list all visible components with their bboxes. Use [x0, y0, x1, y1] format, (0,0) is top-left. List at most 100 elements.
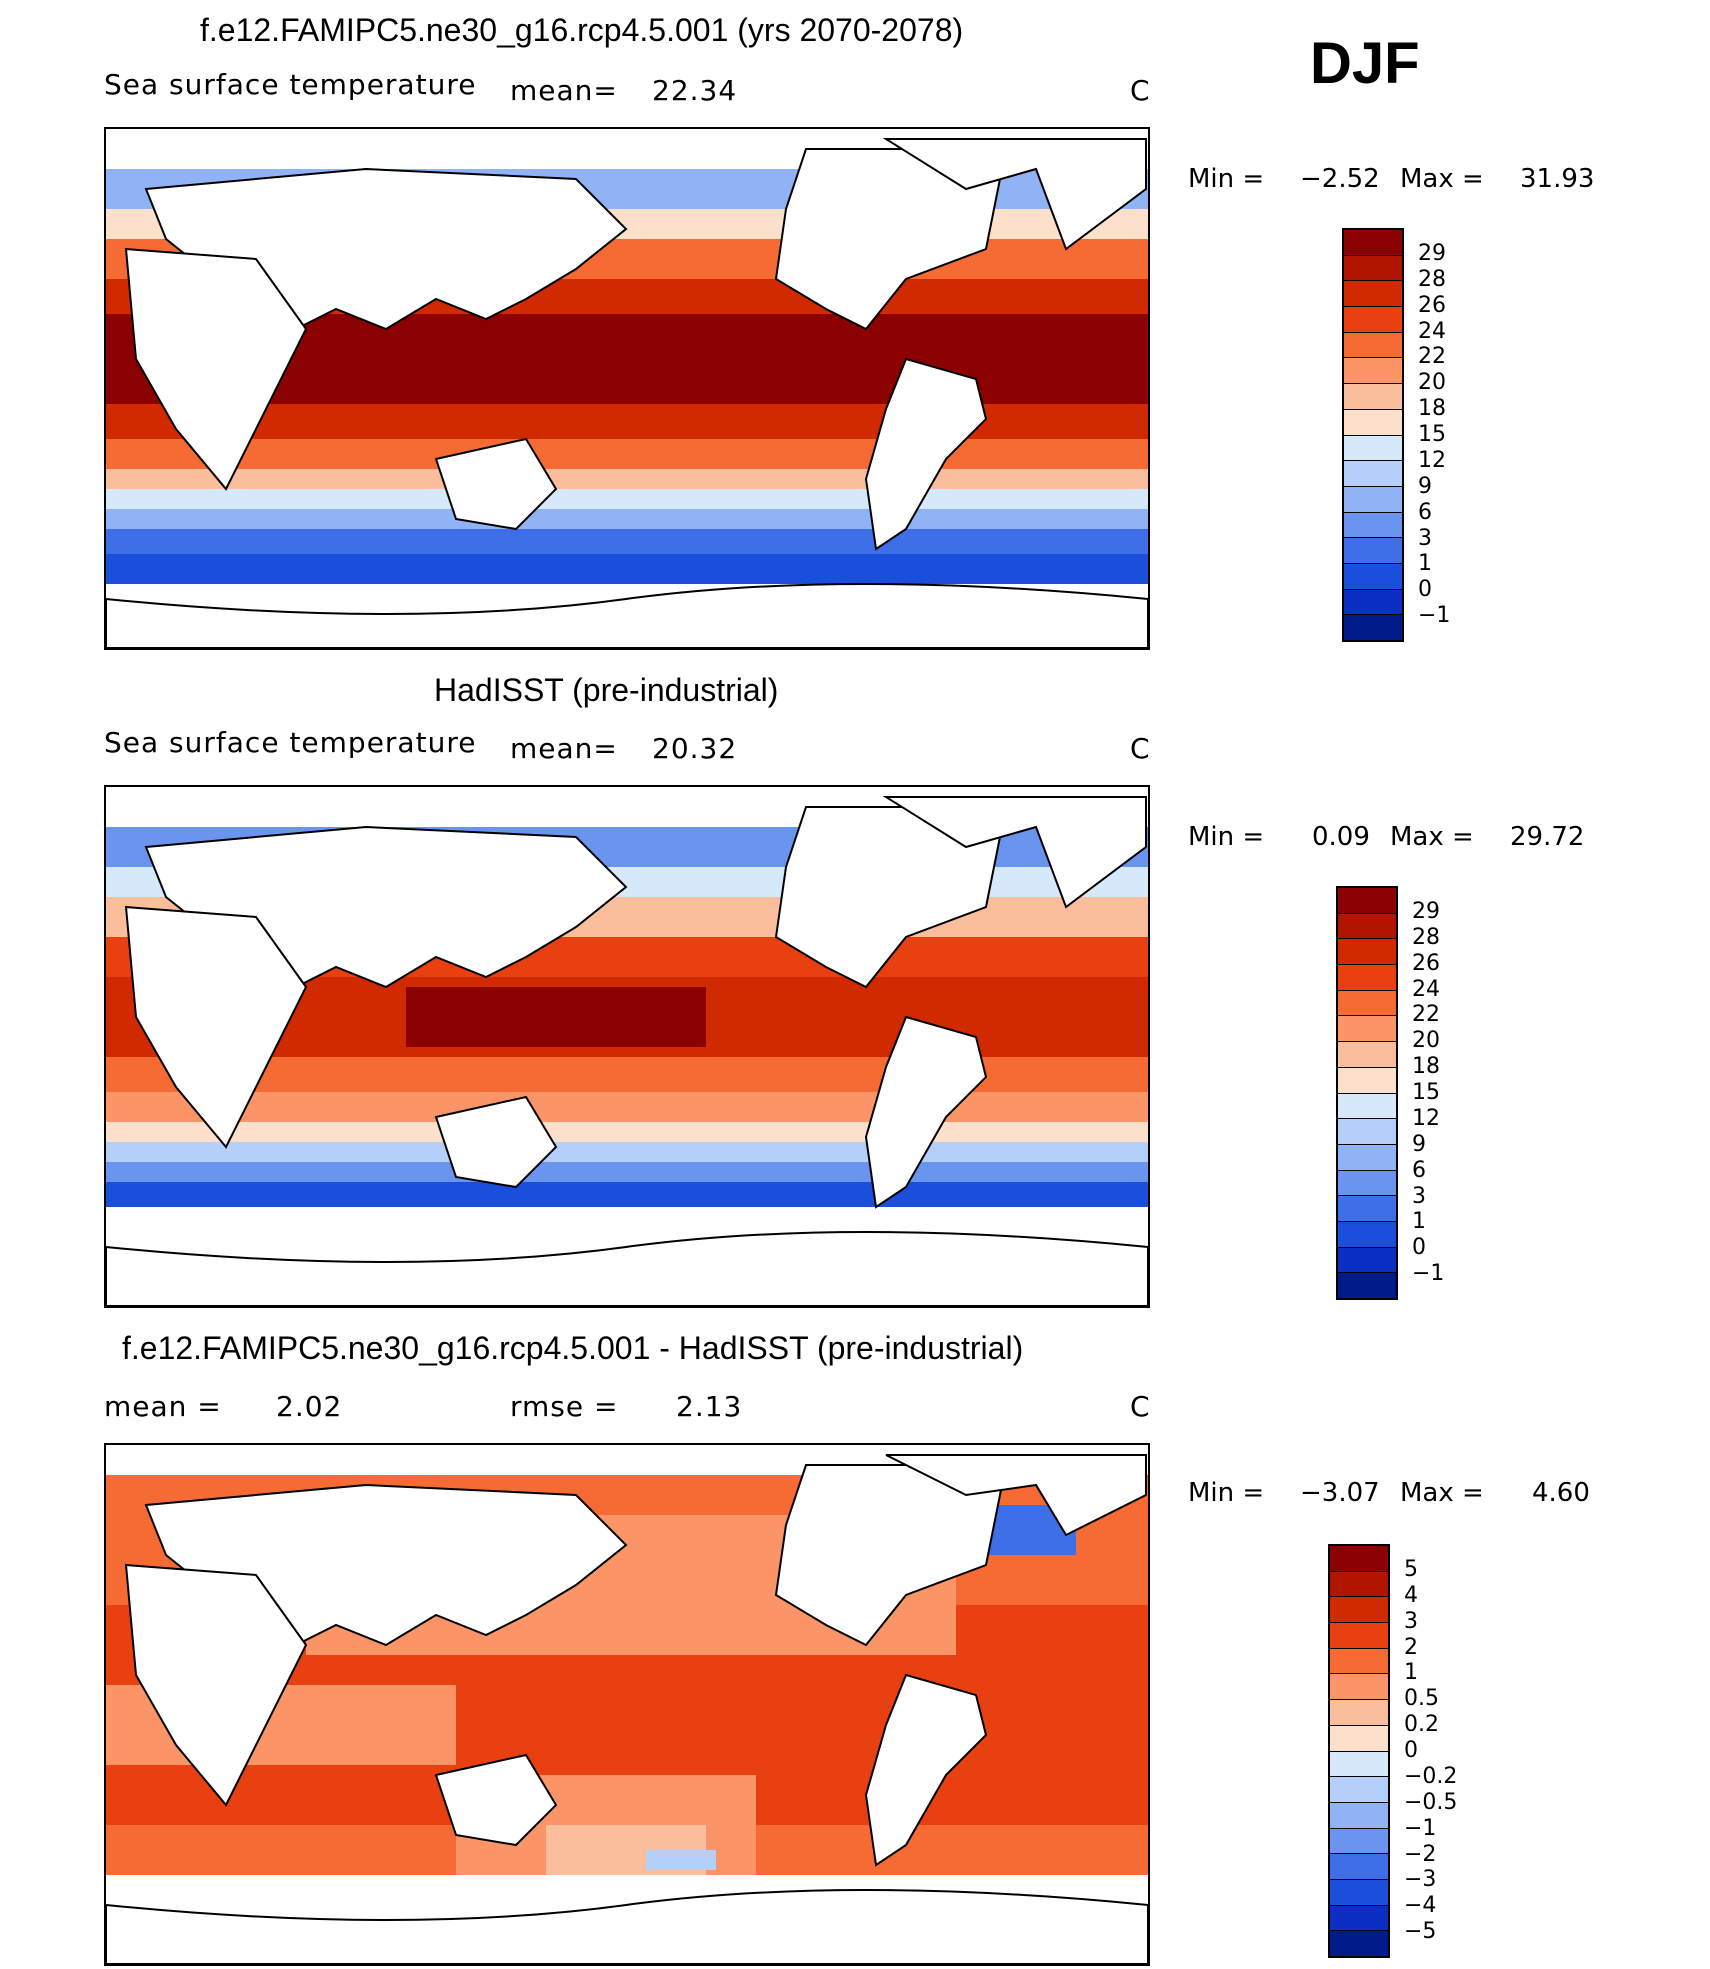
panel-2-colorbar [1336, 886, 1398, 1300]
colorbar-tick-label: −1 [1404, 1815, 1437, 1841]
continents [106, 138, 1148, 648]
panel-3-mean-value: 2.02 [276, 1390, 343, 1423]
panel-1-mean-value: 22.34 [652, 74, 738, 107]
colorbar-swatch [1330, 1931, 1388, 1956]
colorbar-swatch [1338, 965, 1396, 991]
panel-1-max-label: Max = [1400, 164, 1484, 194]
colorbar-swatch [1338, 1170, 1396, 1197]
colorbar-swatch [1338, 1093, 1396, 1120]
colorbar-tick-label: 0.2 [1404, 1712, 1439, 1738]
colorbar-swatch [1330, 1725, 1388, 1752]
colorbar-swatch [1344, 281, 1402, 308]
colorbar-swatch [1338, 1016, 1396, 1043]
colorbar-tick-label: −4 [1404, 1893, 1437, 1919]
panel-2-title: HadISST (pre-industrial) [434, 672, 779, 708]
colorbar-tick-label: 1 [1404, 1660, 1418, 1686]
season-label: DJF [1310, 31, 1420, 96]
panel-2-mean-value: 20.32 [652, 732, 738, 765]
colorbar-swatch [1338, 1247, 1396, 1274]
colorbar-swatch [1344, 230, 1402, 256]
colorbar-tick-label: 18 [1412, 1054, 1440, 1080]
colorbar-tick-label: −2 [1404, 1841, 1437, 1867]
colorbar-swatch [1330, 1700, 1388, 1726]
panel-3-map [104, 1443, 1150, 1966]
panel-1-variable-label: Sea surface temperature [104, 68, 477, 101]
panel-1-map [104, 127, 1150, 650]
colorbar-tick-label: 20 [1418, 370, 1446, 396]
colorbar-tick-label: 0.5 [1404, 1686, 1439, 1712]
colorbar-tick-label: 26 [1412, 950, 1440, 976]
colorbar-swatch [1338, 990, 1396, 1017]
panel-1-mean-label: mean= [510, 74, 618, 107]
colorbar-tick-label: 1 [1418, 551, 1432, 577]
colorbar-swatch [1344, 563, 1402, 590]
colorbar-swatch [1338, 1221, 1396, 1248]
colorbar-swatch [1344, 255, 1402, 282]
colorbar-tick-label: 28 [1418, 266, 1446, 292]
panel-3-colorbar [1328, 1544, 1390, 1958]
colorbar-tick-label: 5 [1404, 1556, 1418, 1582]
panel-2-mean-label: mean= [510, 732, 618, 765]
colorbar-swatch [1330, 1777, 1388, 1803]
panel-1-map-graphic [106, 129, 1148, 648]
panel-1-units: C [1130, 74, 1151, 107]
continents [106, 1454, 1148, 1964]
colorbar-swatch [1344, 512, 1402, 539]
colorbar-tick-label: 9 [1412, 1131, 1426, 1157]
colorbar-swatch [1344, 486, 1402, 513]
panel-1-colorbar [1342, 228, 1404, 642]
colorbar-swatch [1344, 358, 1402, 385]
colorbar-swatch [1344, 384, 1402, 410]
colorbar-tick-label: 12 [1412, 1105, 1440, 1131]
panel-1-title: f.e12.FAMIPC5.ne30_g16.rcp4.5.001 (yrs 2… [200, 12, 964, 48]
colorbar-swatch [1330, 1879, 1388, 1906]
colorbar-swatch [1330, 1828, 1388, 1855]
panel-3-rmse-value: 2.13 [676, 1390, 743, 1423]
colorbar-swatch [1344, 435, 1402, 462]
colorbar-swatch [1338, 1042, 1396, 1068]
colorbar-swatch [1344, 538, 1402, 564]
panel-2-variable-label: Sea surface temperature [104, 726, 477, 759]
colorbar-swatch [1330, 1854, 1388, 1880]
colorbar-tick-label: 3 [1418, 525, 1432, 551]
panel-3-min-label: Min = [1188, 1478, 1265, 1508]
colorbar-swatch [1330, 1751, 1388, 1778]
panel-2-map [104, 785, 1150, 1308]
colorbar-tick-label: −5 [1404, 1919, 1437, 1945]
colorbar-tick-label: 0 [1412, 1235, 1426, 1261]
colorbar-swatch [1344, 409, 1402, 436]
colorbar-tick-label: 3 [1404, 1608, 1418, 1634]
colorbar-tick-label: −0.2 [1404, 1763, 1458, 1789]
colorbar-tick-label: 9 [1418, 473, 1432, 499]
colorbar-tick-label: 6 [1418, 499, 1432, 525]
colorbar-tick-label: 1 [1412, 1209, 1426, 1235]
panel-2-min-label: Min = [1188, 822, 1265, 852]
colorbar-swatch [1344, 307, 1402, 333]
panel-2-max-value: 29.72 [1510, 822, 1585, 852]
panel-3-map-graphic [106, 1445, 1148, 1964]
colorbar-tick-label: 0 [1418, 577, 1432, 603]
panel-3-units: C [1130, 1390, 1151, 1423]
panel-3-min-value: −3.07 [1300, 1478, 1380, 1508]
colorbar-tick-label: 0 [1404, 1738, 1418, 1763]
colorbar-swatch [1330, 1571, 1388, 1598]
colorbar-swatch [1330, 1802, 1388, 1829]
colorbar-tick-label: 12 [1418, 447, 1446, 473]
panel-2-min-value: 0.09 [1312, 822, 1370, 852]
colorbar-tick-label: 24 [1418, 318, 1446, 344]
panel-1-max-value: 31.93 [1520, 164, 1595, 194]
colorbar-tick-label: 18 [1418, 396, 1446, 422]
colorbar-tick-label: 26 [1418, 292, 1446, 318]
colorbar-swatch [1344, 461, 1402, 487]
colorbar-tick-label: −3 [1404, 1867, 1437, 1893]
colorbar-swatch [1338, 1119, 1396, 1145]
colorbar-tick-label: 2 [1404, 1634, 1418, 1660]
panel-3-max-label: Max = [1400, 1478, 1484, 1508]
colorbar-tick-label: 28 [1412, 924, 1440, 950]
colorbar-swatch [1338, 1196, 1396, 1222]
colorbar-swatch [1338, 913, 1396, 940]
colorbar-tick-label: −1 [1418, 603, 1451, 629]
panel-1-min-value: −2.52 [1300, 164, 1380, 194]
colorbar-swatch [1338, 1067, 1396, 1094]
colorbar-swatch [1344, 615, 1402, 640]
